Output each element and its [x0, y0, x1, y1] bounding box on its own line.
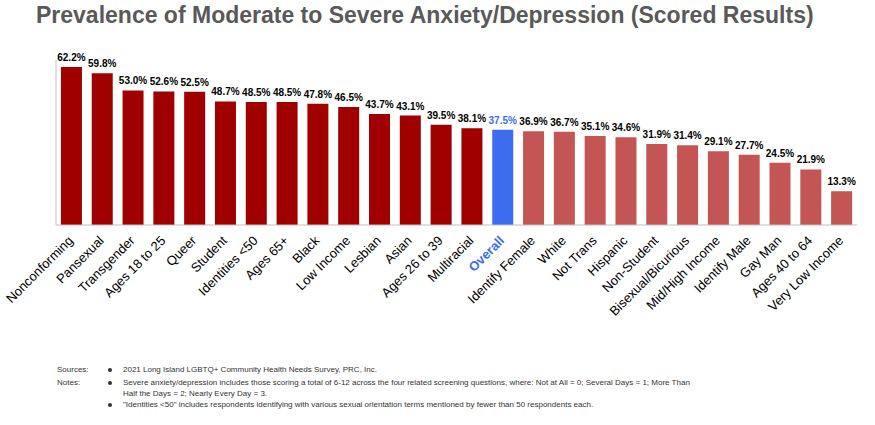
svg-text:46.5%: 46.5% [335, 92, 363, 103]
svg-text:Non-Student: Non-Student [599, 232, 662, 296]
svg-text:Ages 26 to 39: Ages 26 to 39 [378, 232, 446, 301]
svg-text:36.7%: 36.7% [550, 117, 578, 128]
svg-text:Hispanic: Hispanic [584, 232, 631, 279]
svg-text:31.9%: 31.9% [643, 129, 671, 140]
svg-text:39.5%: 39.5% [427, 110, 455, 121]
svg-text:Black: Black [289, 232, 323, 266]
svg-text:Ages 65+: Ages 65+ [242, 233, 292, 283]
html-text:"Identities <50" includes resp: "Identities <50" includes respondents id… [123, 400, 594, 409]
svg-text:Overall: Overall [465, 232, 508, 275]
svg-text:27.7%: 27.7% [735, 140, 763, 151]
html-text:Prevalence of Moderate to Seve: Prevalence of Moderate to Severe Anxiety… [36, 2, 814, 28]
svg-text:43.1%: 43.1% [396, 101, 424, 112]
svg-text:Asian: Asian [381, 232, 415, 267]
svg-text:43.7%: 43.7% [365, 99, 393, 110]
html-text:2021 Long Island LGBTQ+ Commun: 2021 Long Island LGBTQ+ Community Health… [123, 365, 377, 374]
svg-text:31.4%: 31.4% [673, 130, 701, 141]
svg-text:38.1%: 38.1% [458, 113, 486, 124]
svg-text:35.1%: 35.1% [581, 121, 609, 132]
html-text:Severe anxiety/depression incl: Severe anxiety/depression includes those… [123, 378, 690, 398]
svg-text:Very Low Income: Very Low Income [765, 233, 846, 314]
svg-text:52.6%: 52.6% [150, 76, 178, 87]
svg-text:Queer: Queer [163, 232, 200, 270]
svg-text:Identify Female: Identify Female [465, 233, 538, 306]
svg-text:White: White [534, 232, 569, 268]
svg-text:Gay Man: Gay Man [736, 232, 785, 281]
svg-text:Ages 18 to 25: Ages 18 to 25 [101, 233, 168, 300]
svg-text:Mid/High Income: Mid/High Income [643, 232, 723, 313]
svg-text:36.9%: 36.9% [519, 116, 547, 127]
svg-text:Bisexual/Bicurious: Bisexual/Bicurious [606, 232, 693, 319]
svg-text:Transgender: Transgender [75, 232, 138, 296]
svg-text:53.0%: 53.0% [119, 75, 147, 86]
svg-text:21.9%: 21.9% [797, 154, 825, 165]
svg-text:Multiracial: Multiracial [424, 233, 476, 285]
svg-text:48.5%: 48.5% [273, 87, 301, 98]
svg-text:Ages 40 to 64: Ages 40 to 64 [748, 232, 816, 301]
svg-text:24.5%: 24.5% [766, 148, 794, 159]
svg-text:47.8%: 47.8% [304, 89, 332, 100]
svg-text:Low Income: Low Income [293, 232, 354, 294]
html-text:Sources:: Sources: [57, 365, 89, 374]
svg-text:Identify Male: Identify Male [691, 232, 754, 296]
svg-text:Student: Student [187, 232, 230, 276]
svg-text:Not Trans: Not Trans [549, 232, 600, 284]
svg-text:34.6%: 34.6% [612, 122, 640, 133]
svg-text:Lesbian: Lesbian [341, 233, 384, 276]
svg-text:Identities <50: Identities <50 [195, 232, 261, 299]
svg-text:13.3%: 13.3% [827, 176, 855, 187]
svg-text:48.5%: 48.5% [242, 87, 270, 98]
svg-text:62.2%: 62.2% [57, 52, 85, 63]
svg-text:Pansexual: Pansexual [53, 232, 107, 287]
html-text:Notes:: Notes: [57, 378, 81, 387]
svg-text:29.1%: 29.1% [704, 136, 732, 147]
svg-text:48.7%: 48.7% [211, 86, 239, 97]
svg-text:37.5%: 37.5% [489, 115, 517, 126]
svg-text:59.8%: 59.8% [88, 58, 116, 69]
svg-text:52.5%: 52.5% [180, 77, 208, 88]
